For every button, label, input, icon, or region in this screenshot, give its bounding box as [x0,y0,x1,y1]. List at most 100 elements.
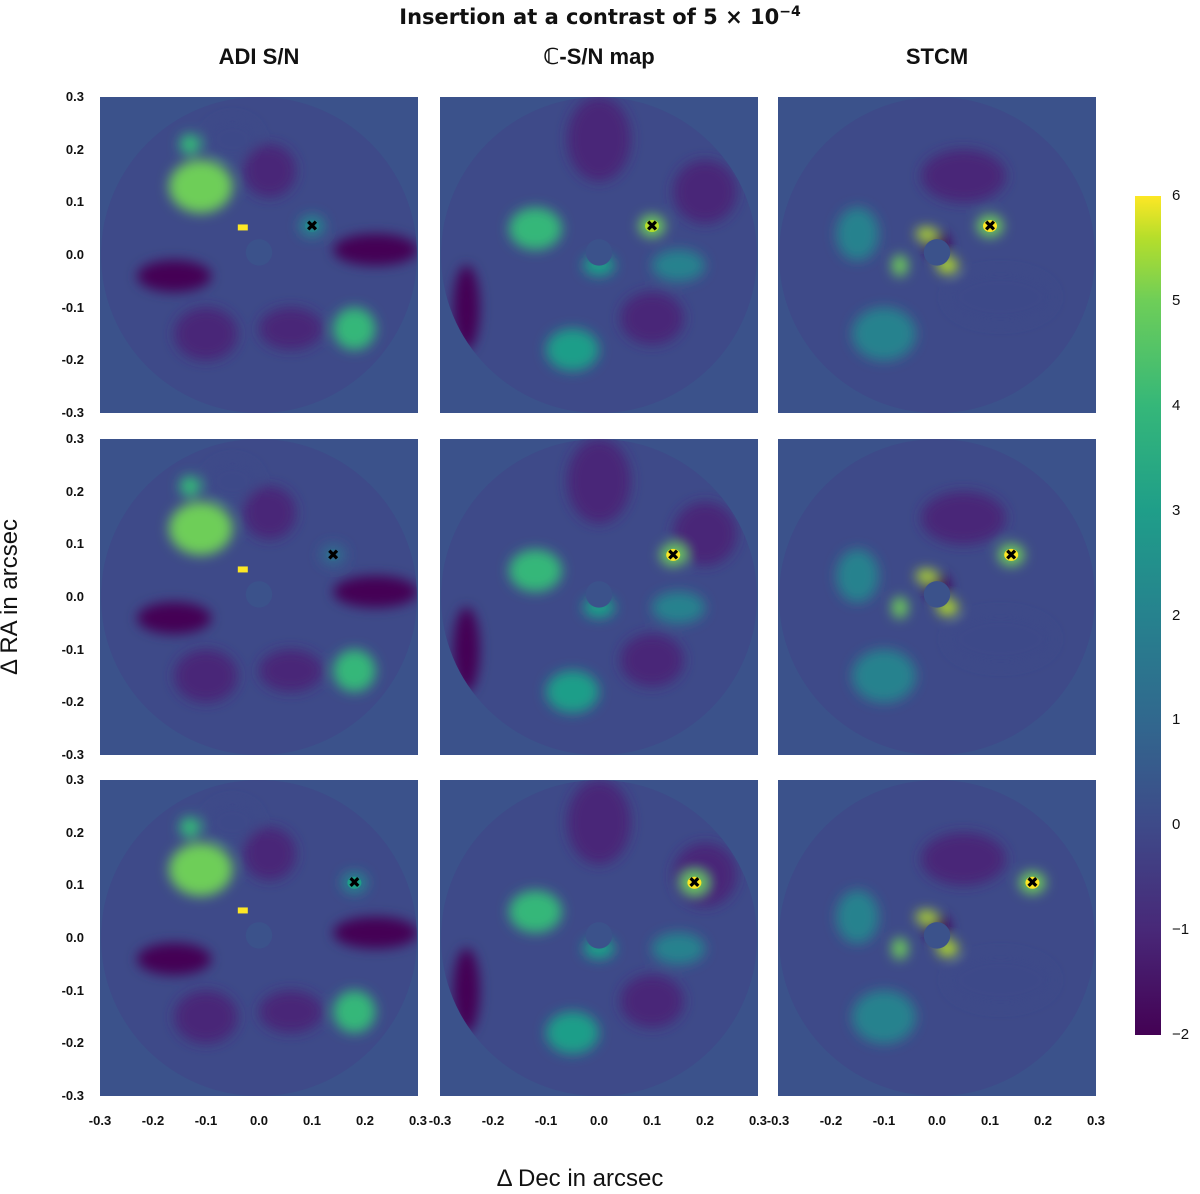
inner-mask [245,922,273,949]
x-tick-label: -0.2 [481,1113,505,1128]
residual-blob [179,816,201,838]
residual-blob [137,602,212,634]
colorbar-tick-label: 6 [1172,187,1181,204]
companion-peak [326,548,341,561]
residual-blob [333,307,376,350]
y-tick-label: -0.3 [61,405,84,420]
column-title-adi: ADI S/N [218,44,300,69]
inner-mask [923,581,951,608]
residual-blob [168,843,233,897]
heatmap-panel-r2-c3: ✖ [778,439,1096,755]
residual-blob [620,974,684,1028]
inner-mask [585,922,613,949]
colorbar-tick-label: 4 [1172,396,1181,414]
residual-blob [179,133,201,155]
y-tick-label: 0.1 [65,194,84,210]
residual-blob [179,475,201,497]
heatmap-panel-r3-c2: ✖ [440,780,758,1096]
colorbar-tick-label: 2 [1172,606,1181,624]
companion-marker: ✖ [348,874,361,892]
residual-blob [508,207,562,250]
companion-marker: ✖ [327,546,340,564]
x-tick-label: 0.0 [249,1113,269,1128]
residual-blob [333,649,376,692]
column-title-stcm: STCM [905,44,969,69]
residual-disk [101,97,417,413]
colorbar-tick-label: 0 [1172,816,1181,834]
residual-blob [333,233,417,266]
figure-title: Insertion at a contrast of 5 × 10−4 [399,4,801,29]
residual-blob [921,149,1006,203]
residual-disk [101,439,417,755]
y-tick-label: 0.1 [65,877,84,893]
x-tick-label: 0.0 [927,1113,947,1128]
colorbar-tick-label: −2 [1172,1026,1190,1043]
residual-blob [243,827,297,881]
residual-blob [546,670,599,713]
x-tick-label: -0.1 [872,1113,896,1128]
colorbar [1135,196,1161,1035]
x-tick-label: 0.2 [355,1113,375,1128]
companion-peak [687,876,702,889]
x-tick-label: -0.1 [534,1113,558,1128]
y-tick-label: 0.0 [65,930,84,945]
x-tick-label: -0.1 [194,1113,218,1128]
y-tick-label: -0.1 [61,641,84,657]
companion-marker: ✖ [1026,874,1039,892]
x-tick-label: 0.1 [980,1113,1000,1128]
heatmap-panel-r1-c2: ✖ [440,97,758,413]
residual-blob [206,800,259,844]
residual-blob [259,649,323,692]
companion-marker: ✖ [688,874,701,892]
x-tick-label: 0.1 [642,1113,662,1128]
residual-blob [652,932,705,965]
residual-blob [915,910,937,924]
y-tick-label: 0.3 [65,772,84,787]
residual-blob [168,502,233,556]
x-axis-label: Δ Dec in arcsec [496,1165,664,1192]
residual-blob [333,990,376,1033]
residual-disk [441,97,757,413]
residual-disk [779,780,1095,1096]
residual-blob [137,260,212,292]
residual-blob [673,843,737,907]
residual-disk [441,780,757,1096]
y-tick-label: -0.2 [61,1035,84,1051]
residual-blob [921,832,1006,886]
hot-pixel [237,907,248,914]
y-tick-label: -0.2 [61,352,84,368]
y-tick-label: -0.3 [61,1088,84,1103]
residual-blob [836,890,879,944]
residual-blob [947,612,1054,666]
x-tick-label: 0.1 [302,1113,322,1128]
y-axis-label: Δ RA in arcsec [0,518,23,675]
residual-blob [852,990,916,1044]
colorbar-tick-label: −1 [1172,921,1190,939]
residual-blob [673,160,737,224]
y-tick-label: 0.2 [65,824,84,840]
residual-blob [567,780,631,865]
x-tick-label: 0.3 [748,1113,768,1128]
heatmap-panel-r3-c3: ✖ [778,780,1096,1096]
x-tick-label: 0.2 [1033,1113,1053,1128]
colorbar-tick-label: 1 [1172,711,1181,729]
residual-disk [441,439,757,755]
y-tick-label: 0.0 [65,247,84,262]
residual-blob [947,270,1054,324]
x-tick-label: -0.3 [88,1113,112,1128]
companion-peak [1004,548,1019,561]
residual-blob [836,207,879,261]
x-tick-label: -0.3 [428,1113,452,1128]
heatmap-panel-r3-c1: ✖ [100,780,418,1096]
y-tick-label: 0.0 [65,589,84,604]
heatmap-panel-r1-c1: ✖ [100,97,418,413]
companion-peak [983,220,997,233]
companion-marker: ✖ [646,217,659,235]
residual-blob [259,990,323,1033]
y-tick-label: 0.3 [65,89,84,104]
residual-blob [921,491,1006,545]
residual-blob [947,953,1054,1007]
companion-peak [305,220,319,233]
hot-pixel [237,566,248,573]
y-tick-label: -0.3 [61,747,84,762]
